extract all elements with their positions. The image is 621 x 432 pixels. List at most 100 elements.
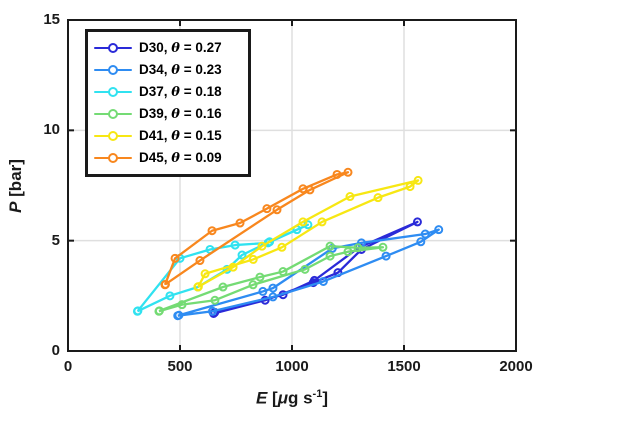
data-point-marker <box>416 237 426 247</box>
data-point-marker <box>381 251 391 261</box>
data-point-marker <box>413 175 423 185</box>
mu-symbol: μ <box>277 388 288 408</box>
legend-entry-D37: D37, θ = 0.18 <box>94 81 240 103</box>
data-point-marker <box>193 282 203 292</box>
legend-circle-marker-icon <box>108 65 118 75</box>
theta-symbol: θ <box>171 150 180 166</box>
series-D39 <box>154 241 388 316</box>
data-point-marker <box>207 306 217 316</box>
x-tick-label: 2000 <box>499 358 533 375</box>
data-point-marker <box>230 240 240 250</box>
series-D41-line <box>197 179 420 289</box>
legend-label: D34, θ = 0.23 <box>139 61 222 78</box>
x-tick-label: 1000 <box>275 358 309 375</box>
data-point-marker <box>218 282 228 292</box>
legend-entry-D41: D41, θ = 0.15 <box>94 125 240 147</box>
data-point-marker <box>177 300 187 310</box>
legend-label: D30, θ = 0.27 <box>139 39 222 56</box>
data-point-marker <box>210 295 220 305</box>
data-point-marker <box>327 243 337 253</box>
y-axis-unit: [bar] <box>6 159 25 202</box>
legend-label: D37, θ = 0.18 <box>139 83 222 100</box>
legend-circle-marker-icon <box>108 109 118 119</box>
theta-symbol: θ <box>171 62 180 78</box>
data-point-marker <box>325 251 335 261</box>
data-point-marker <box>248 254 258 264</box>
data-point-marker <box>237 250 247 260</box>
legend-entry-D30: D30, θ = 0.27 <box>94 37 240 59</box>
legend-line-sample <box>94 43 132 53</box>
series-D41 <box>193 175 423 292</box>
y-tick-label: 10 <box>43 121 60 139</box>
x-tick-label: 500 <box>167 358 193 375</box>
theta-symbol: θ <box>171 106 180 122</box>
data-point-marker <box>325 241 335 251</box>
data-point-marker <box>262 204 272 214</box>
data-point-marker <box>255 272 265 282</box>
y-tick-label: 15 <box>43 11 60 28</box>
data-point-marker <box>343 167 353 177</box>
data-point-marker <box>300 264 310 274</box>
data-point-marker <box>420 229 430 239</box>
data-point-marker <box>165 291 175 301</box>
theta-symbol: θ <box>171 40 180 56</box>
x-axis-exponent: -1 <box>312 388 323 400</box>
data-point-marker <box>154 306 164 316</box>
legend-label: D45, θ = 0.09 <box>139 149 222 166</box>
data-point-marker <box>174 310 184 320</box>
data-point-marker <box>235 218 245 228</box>
legend-circle-marker-icon <box>108 87 118 97</box>
x-axis-variable: E <box>255 388 268 408</box>
legend-entry-D39: D39, θ = 0.16 <box>94 103 240 125</box>
series-D34-line <box>177 228 440 317</box>
legend-line-sample <box>94 87 132 97</box>
series-D45 <box>160 167 353 290</box>
legend-circle-marker-icon <box>108 153 118 163</box>
legend-entry-D34: D34, θ = 0.23 <box>94 59 240 81</box>
data-point-marker <box>412 217 422 227</box>
data-point-marker <box>434 225 444 235</box>
legend-entry-D45: D45, θ = 0.09 <box>94 147 240 169</box>
series-D34 <box>173 225 444 321</box>
theta-symbol: θ <box>171 84 180 100</box>
data-point-marker <box>195 256 205 266</box>
data-point-marker <box>248 280 258 290</box>
data-point-marker <box>258 286 268 296</box>
data-point-marker <box>405 182 415 192</box>
legend-line-sample <box>94 65 132 75</box>
data-point-marker <box>268 283 278 293</box>
legend-label: D41, θ = 0.15 <box>139 127 222 144</box>
data-point-marker <box>305 185 315 195</box>
data-point-marker <box>133 306 143 316</box>
legend-label: D39, θ = 0.16 <box>139 105 222 122</box>
legend-circle-marker-icon <box>108 131 118 141</box>
data-point-marker <box>170 253 180 263</box>
data-point-marker <box>268 292 278 302</box>
data-point-marker <box>318 276 328 286</box>
data-point-marker <box>160 279 170 289</box>
legend-circle-marker-icon <box>108 43 118 53</box>
legend: D30, θ = 0.27 D34, θ = 0.23 D37, θ = 0.18 D… <box>85 29 251 177</box>
data-point-marker <box>257 241 267 251</box>
theta-symbol: θ <box>171 128 180 144</box>
x-tick-label: 0 <box>63 358 73 375</box>
x-tick-label: 1500 <box>387 358 421 375</box>
data-point-marker <box>345 192 355 202</box>
y-axis-label: P [bar] <box>6 126 26 246</box>
y-axis-variable: P <box>6 201 25 213</box>
data-point-marker <box>228 262 238 272</box>
y-tick-label: 0 <box>51 342 60 359</box>
legend-line-sample <box>94 153 132 163</box>
data-point-marker <box>343 247 353 257</box>
data-point-marker <box>277 242 287 252</box>
data-point-marker <box>353 243 363 253</box>
data-point-marker <box>207 226 217 236</box>
legend-line-sample <box>94 131 132 141</box>
data-point-marker <box>278 267 288 277</box>
data-point-marker <box>378 242 388 252</box>
data-point-marker <box>373 193 383 203</box>
legend-line-sample <box>94 109 132 119</box>
data-point-marker <box>317 217 327 227</box>
